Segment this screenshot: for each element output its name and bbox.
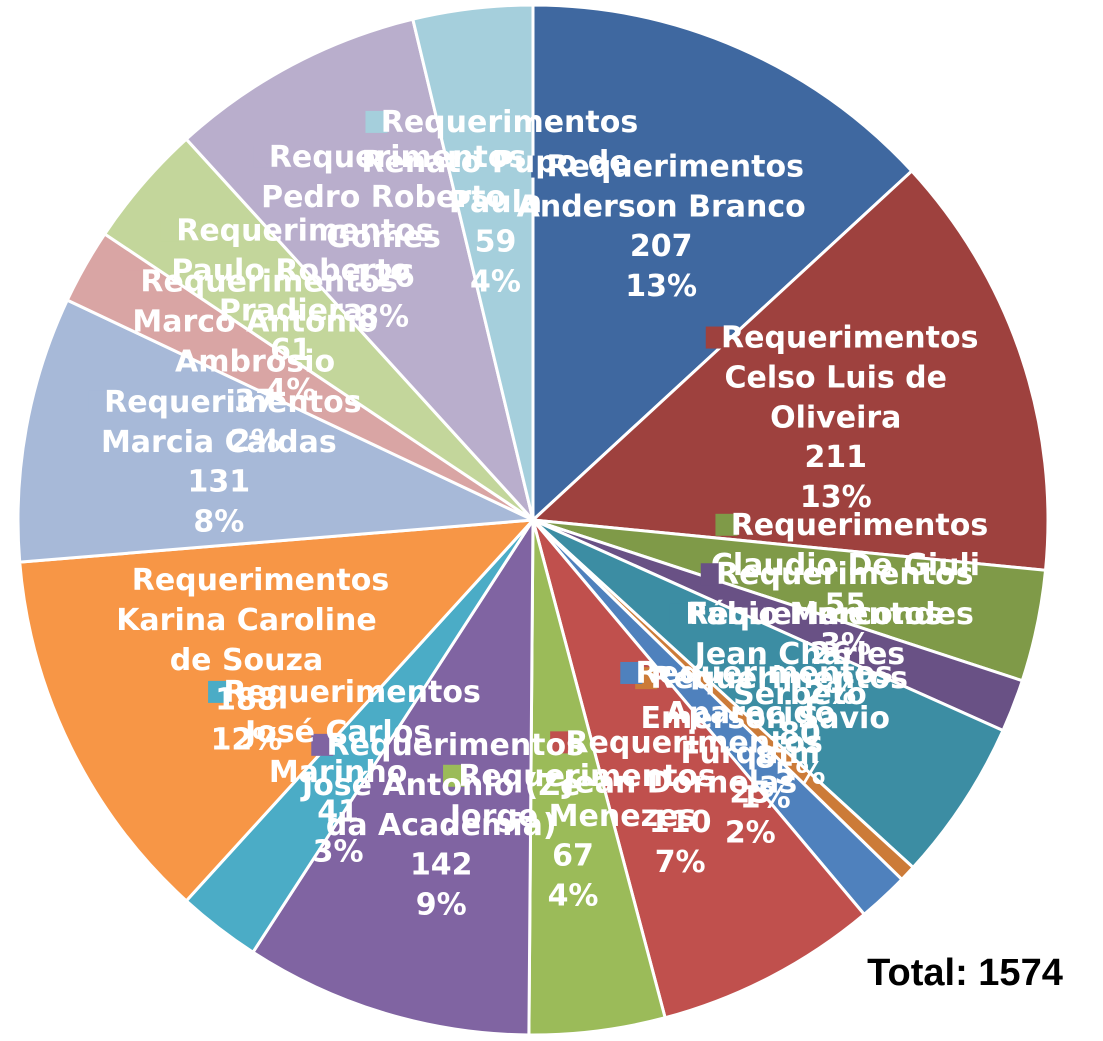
pie-slice — [531, 519, 867, 1020]
slice-value: 110 — [649, 805, 712, 840]
slice-value: 59 — [475, 224, 517, 259]
slice-name: Requerimentos Marcia Caldas — [101, 384, 362, 459]
slice-name: Requerimentos Renato Pupo de Paula — [361, 104, 638, 219]
slice-value: 211 — [804, 440, 867, 475]
slice-value: 37 — [234, 384, 276, 419]
slice-value: 67 — [552, 838, 594, 873]
slice-value: 142 — [410, 847, 473, 882]
slice-value: 61 — [270, 333, 312, 368]
slice-value: 131 — [188, 464, 251, 499]
pie-slice — [531, 518, 1005, 870]
slice-value: 26 — [810, 637, 852, 672]
slice-name: Requerimentos Karina Caroline de Souza — [116, 562, 389, 677]
legend-key — [88, 390, 111, 413]
slice-percent: 8% — [358, 299, 409, 334]
slice-value: 55 — [825, 587, 867, 622]
legend-key — [531, 155, 554, 178]
slice-percent: 7% — [655, 845, 706, 880]
legend-key — [160, 219, 183, 242]
slice-name: Requerimentos Aparecido Furquim — [636, 655, 893, 770]
slice-percent: 2% — [805, 677, 856, 712]
slice-percent: 12% — [211, 722, 283, 757]
slice-name: Requerimentos Marco Antonio Ambrosio — [132, 264, 397, 379]
slice-percent: 3% — [313, 834, 364, 869]
slice-name: Requerimentos Jorge Menezes — [448, 758, 716, 833]
legend-key — [125, 270, 148, 293]
slice-value: 126 — [352, 259, 415, 294]
slice-name: Requerimentos Claudio De Giuli — [711, 507, 988, 582]
pie-slice — [250, 514, 535, 1037]
legend-key — [365, 110, 388, 133]
slice-percent: 2% — [230, 424, 281, 459]
slice-name: Requerimentos Paulo Roberto Pradiera — [171, 213, 433, 328]
pie-slice — [531, 3, 914, 524]
slice-percent: 13% — [625, 269, 697, 304]
slice-percent: 8% — [193, 504, 244, 539]
legend-key — [443, 764, 466, 787]
slice-percent: 13% — [800, 480, 872, 515]
slice-percent: 5% — [774, 757, 825, 792]
legend-key — [116, 568, 139, 591]
slice-name: Requerimentos Anderson Branco — [517, 149, 806, 224]
slice-name: Requerimentos Fábio Marcondes — [688, 557, 974, 632]
legend-key — [669, 603, 692, 626]
pie-slice — [16, 298, 539, 564]
slice-percent: 4% — [470, 264, 521, 299]
legend-key — [620, 661, 643, 684]
slice-name: Requerimentos Jean Charles Serbeto — [685, 597, 942, 712]
slice-percent: 3% — [820, 627, 871, 662]
slice-value: 188 — [215, 682, 278, 717]
legend-key — [208, 680, 231, 703]
labels: Requerimentos Anderson Branco20713%Requer… — [88, 104, 988, 922]
slice-percent: 9% — [416, 887, 467, 922]
slice-name: Requerimentos José Carlos Marinho — [223, 674, 480, 789]
slice-name: Requerimentos José Antonio (Zé da Academia… — [300, 727, 584, 842]
legend-key — [550, 731, 573, 754]
slice-value: 207 — [630, 229, 693, 264]
slice-value: 25 — [729, 775, 771, 810]
legend-key — [715, 513, 738, 536]
slice-percent: 4% — [266, 373, 317, 408]
slice-name: Requerimentos Emerson Savio — [640, 661, 907, 736]
slice-name: Requerimentos Pedro Roberto Gomes — [261, 139, 526, 254]
slices — [16, 3, 1050, 1037]
total-annotation: Total: 1574 — [867, 952, 1063, 994]
slice-value: 41 — [317, 794, 359, 829]
slice-name: Requerimentos Jean Dornelas — [561, 725, 823, 800]
slice-value: 8 — [755, 741, 776, 776]
legend-key — [253, 145, 276, 168]
slice-percent: 4% — [548, 878, 599, 913]
slice-name: Requerimentos Celso Luis de Oliveira — [721, 320, 978, 435]
pie-slice — [411, 3, 535, 521]
pie-slice — [184, 17, 535, 522]
pie-slice — [18, 518, 537, 903]
pie-slice — [529, 168, 1050, 572]
slice-percent: 1% — [740, 781, 791, 816]
legend-key — [700, 563, 723, 586]
slice-value: 80 — [779, 717, 821, 752]
legend-key — [311, 733, 334, 756]
slice-percent: 2% — [725, 815, 776, 850]
legend-key — [705, 326, 728, 349]
